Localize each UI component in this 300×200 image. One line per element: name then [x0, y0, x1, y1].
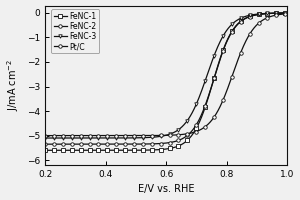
- FeNC-1: [186, 139, 190, 141]
- FeNC-2: [226, 39, 229, 42]
- Pt/C: [186, 133, 190, 135]
- FeNC-3: [153, 136, 156, 138]
- FeNC-2: [286, 12, 289, 14]
- FeNC-2: [43, 143, 47, 145]
- Line: Pt/C: Pt/C: [43, 12, 289, 137]
- FeNC-3: [205, 75, 208, 77]
- FeNC-2: [186, 134, 190, 136]
- FeNC-1: [226, 38, 229, 41]
- FeNC-1: [86, 149, 90, 152]
- Pt/C: [205, 124, 208, 127]
- X-axis label: E/V vs. RHE: E/V vs. RHE: [138, 184, 194, 194]
- FeNC-3: [86, 137, 90, 139]
- FeNC-2: [106, 143, 109, 145]
- Line: FeNC-2: FeNC-2: [43, 11, 289, 146]
- FeNC-2: [205, 100, 208, 102]
- FeNC-3: [186, 119, 190, 121]
- FeNC-1: [106, 149, 109, 152]
- Pt/C: [106, 134, 109, 137]
- FeNC-1: [153, 149, 156, 151]
- FeNC-1: [205, 101, 208, 104]
- FeNC-1: [43, 149, 47, 152]
- Pt/C: [286, 13, 289, 15]
- Y-axis label: J/mA cm$^{-2}$: J/mA cm$^{-2}$: [6, 59, 21, 111]
- FeNC-2: [86, 143, 90, 145]
- FeNC-3: [43, 137, 47, 139]
- Pt/C: [153, 134, 156, 137]
- FeNC-3: [286, 12, 289, 14]
- FeNC-2: [153, 143, 156, 145]
- Pt/C: [43, 134, 47, 137]
- Pt/C: [226, 88, 229, 90]
- FeNC-3: [226, 28, 229, 31]
- FeNC-3: [106, 137, 109, 139]
- Pt/C: [86, 134, 90, 137]
- FeNC-1: [286, 12, 289, 14]
- Legend: FeNC-1, FeNC-2, FeNC-3, Pt/C: FeNC-1, FeNC-2, FeNC-3, Pt/C: [51, 9, 99, 53]
- Line: FeNC-1: FeNC-1: [43, 11, 289, 152]
- Line: FeNC-3: FeNC-3: [43, 11, 289, 140]
